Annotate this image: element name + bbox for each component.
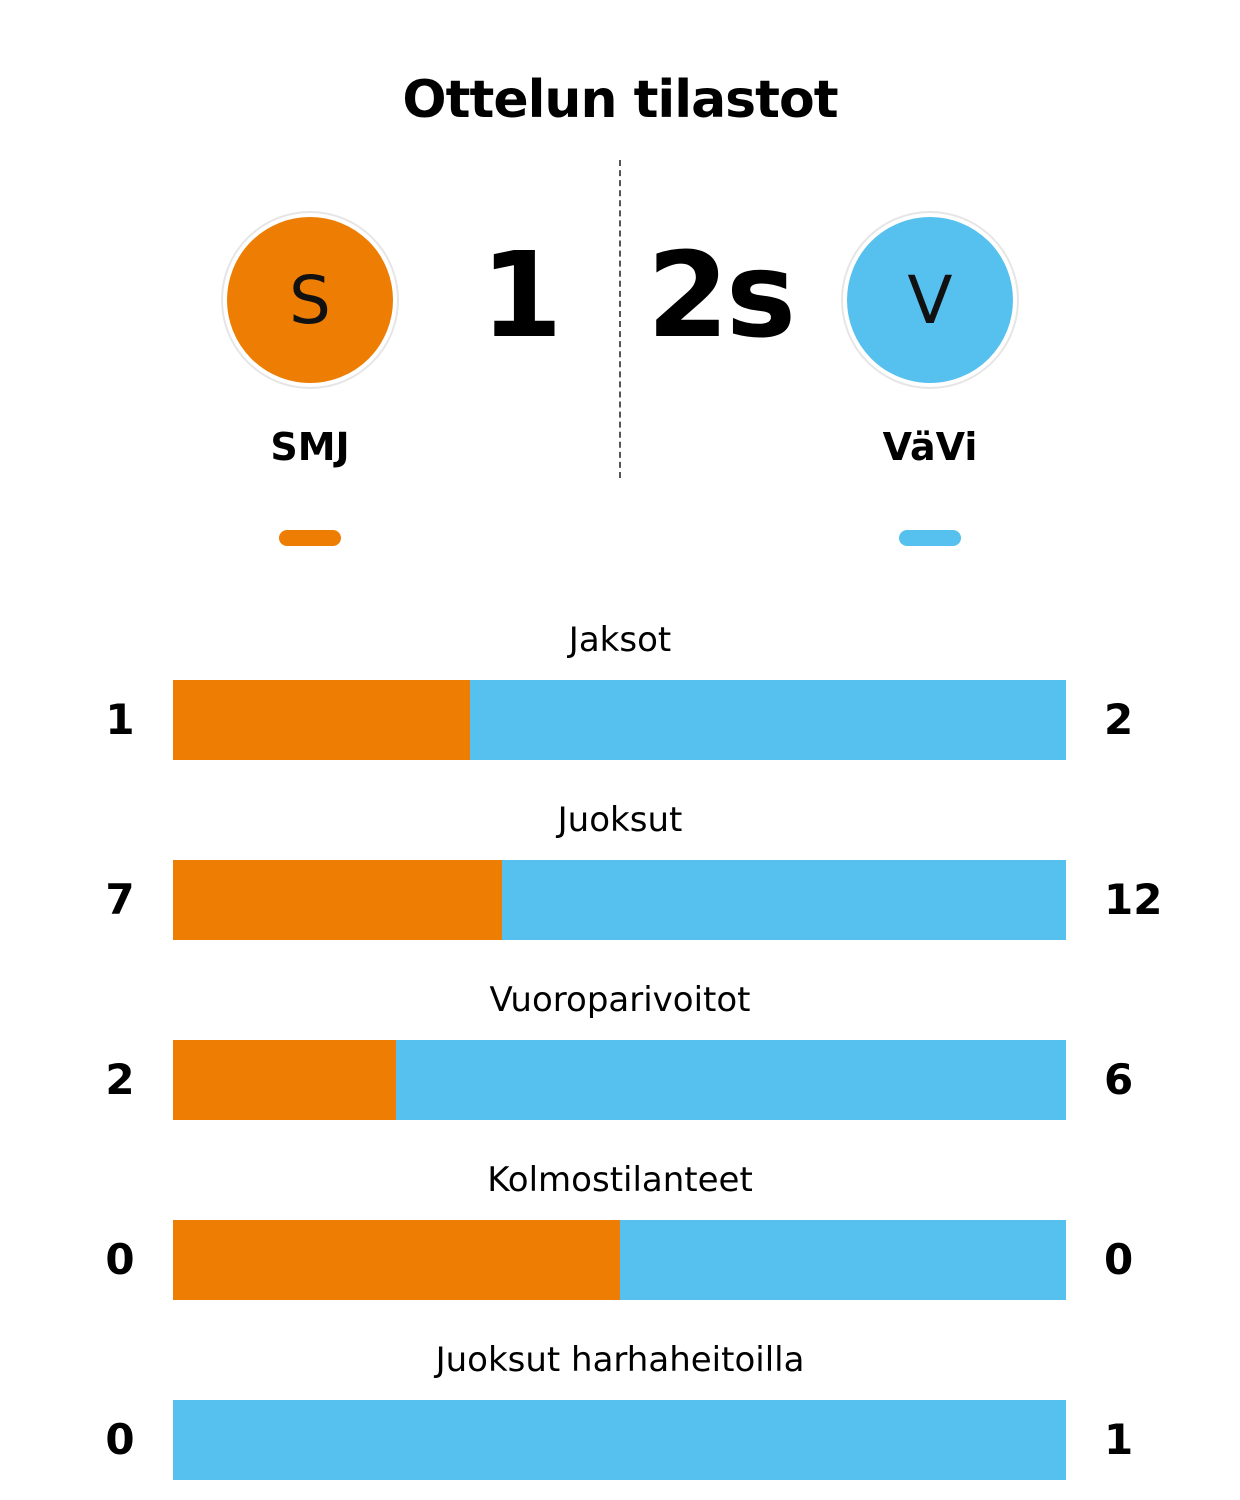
stat-bar-home-segment: [173, 860, 502, 940]
away-team-initial: V: [907, 261, 953, 339]
stat-home-value: 2: [105, 1055, 135, 1104]
stat-bar: [173, 1400, 1066, 1480]
home-team-name: SMJ: [270, 425, 350, 469]
stat-bar: [173, 680, 1066, 760]
score-divider: [619, 160, 621, 478]
stat-away-value: 1: [1104, 1415, 1134, 1464]
away-team-logo: V: [843, 213, 1017, 387]
stat-bar-home-segment: [173, 1040, 397, 1120]
page-title: Ottelun tilastot: [402, 70, 838, 130]
stat-bar-away-segment: [619, 1220, 1066, 1300]
stat-label: Kolmostilanteet: [487, 1160, 753, 1200]
stat-bar: [173, 1040, 1066, 1120]
stat-away-value: 12: [1104, 875, 1163, 924]
stat-bar-home-segment: [173, 680, 471, 760]
home-team-initial: S: [289, 261, 331, 339]
stat-home-value: 0: [105, 1235, 135, 1284]
stat-bar: [173, 1220, 1066, 1300]
stat-bar-home-segment: [173, 1220, 620, 1300]
away-color-legend: [899, 530, 961, 546]
stat-away-value: 6: [1104, 1055, 1134, 1104]
stat-home-value: 7: [105, 875, 135, 924]
stat-bar-away-segment: [173, 1400, 1066, 1480]
home-team-logo: S: [223, 213, 397, 387]
home-score: 1: [480, 226, 562, 364]
stat-away-value: 0: [1104, 1235, 1134, 1284]
home-color-legend: [279, 530, 341, 546]
stat-bar-away-segment: [470, 680, 1066, 760]
away-score: 2s: [646, 226, 796, 364]
stat-home-value: 1: [105, 695, 135, 744]
stat-away-value: 2: [1104, 695, 1134, 744]
stat-bar-away-segment: [396, 1040, 1066, 1120]
stat-label: Vuoroparivoitot: [489, 980, 751, 1020]
stat-bar: [173, 860, 1066, 940]
stat-label: Jaksot: [568, 620, 672, 660]
away-team-name: VäVi: [882, 425, 978, 469]
stat-label: Juoksut harhaheitoilla: [435, 1340, 805, 1380]
stat-home-value: 0: [105, 1415, 135, 1464]
stat-bar-away-segment: [501, 860, 1066, 940]
stat-label: Juoksut: [557, 800, 683, 840]
